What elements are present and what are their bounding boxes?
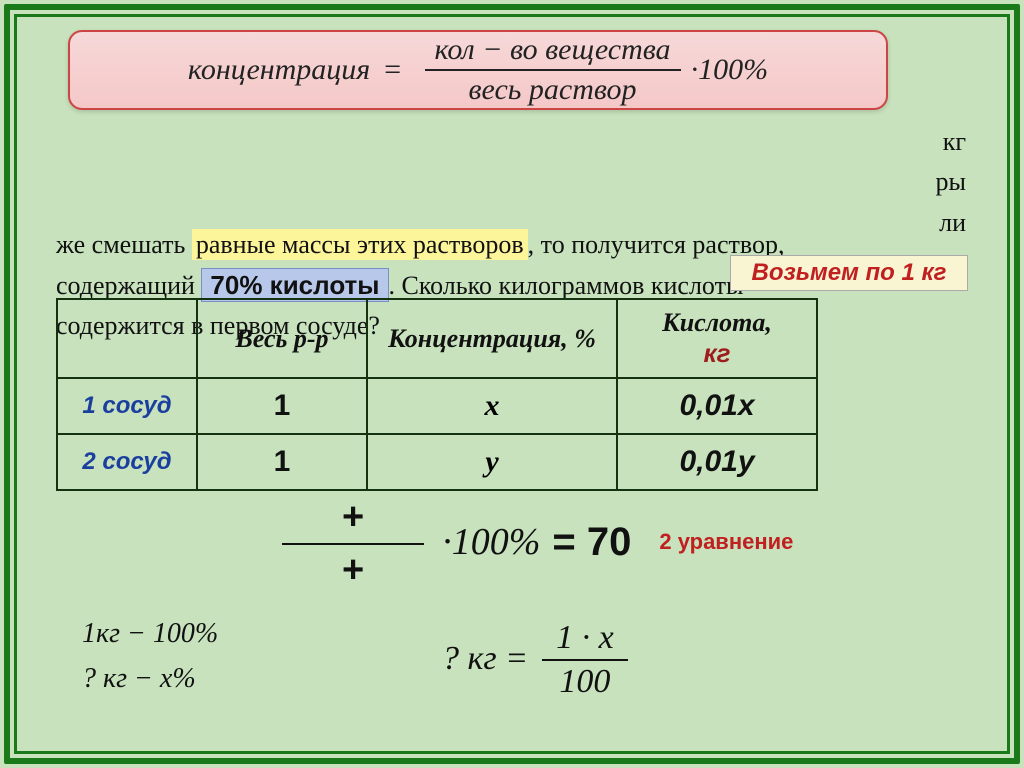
pt-l2: ры — [936, 167, 966, 196]
formula-eq: = — [382, 53, 402, 87]
pt-l4a: же смешать — [56, 230, 192, 259]
pt-l3: ли — [939, 208, 966, 237]
note-text: Возьмем по 1 кг — [752, 259, 947, 287]
hl-equal-mass: равные массы этих растворов — [192, 229, 528, 260]
table-row: 2 сосуд 1 y 0,01y — [57, 434, 817, 490]
formula-lhs: концентрация — [188, 53, 370, 87]
formula-rhs: 100% — [698, 53, 768, 87]
result-fraction-block: ? кг = 1 · x 100 — [442, 617, 628, 701]
pt-l5b: . Сколько килограммов кислоты — [389, 271, 744, 300]
r2-v2: y — [367, 434, 617, 490]
eq-fraction: + + — [282, 492, 424, 592]
note-take-1kg: Возьмем по 1 кг — [730, 255, 968, 291]
r1-v2: x — [367, 378, 617, 434]
equation-block: + + ·100% = 70 2 уравнение — [282, 492, 793, 592]
formula-denominator: весь раствор — [469, 71, 637, 107]
formula-dot: · — [691, 53, 699, 87]
eq-num: + — [282, 492, 424, 545]
th-acid-a: Кислота, — [662, 308, 772, 337]
r2-v1: 1 — [197, 434, 367, 490]
lr-frac: 1 · x 100 — [542, 617, 628, 701]
table-row: 1 сосуд 1 x 0,01x — [57, 378, 817, 434]
proportion-block: 1кг − 100% ? кг − x% — [82, 612, 218, 702]
r2-v3: 0,01y — [617, 434, 817, 490]
th-acid-b: кг — [703, 338, 730, 368]
r2-label: 2 сосуд — [57, 434, 197, 490]
prop-l2: ? кг − x% — [82, 657, 218, 702]
th-whole: Весь р-р — [197, 299, 367, 378]
concentration-formula: концентрация = кол − во вещества весь ра… — [68, 30, 888, 110]
lr-num: 1 · x — [542, 617, 628, 661]
eq-dot100: ·100% — [442, 520, 540, 564]
eq-den: + — [342, 545, 364, 592]
th-conc: Концентрация, % — [367, 299, 617, 378]
eq-eq: = 70 — [552, 520, 631, 565]
pt-l5a: содержащий — [56, 271, 201, 300]
prop-l1: 1кг − 100% — [82, 612, 218, 657]
lr-lhs: ? кг = — [442, 640, 528, 678]
lr-den: 100 — [559, 661, 610, 701]
solution-table: Весь р-р Концентрация, % Кислота, кг 1 с… — [56, 298, 818, 491]
formula-fraction: кол − во вещества весь раствор — [425, 33, 681, 107]
r1-v3: 0,01x — [617, 378, 817, 434]
eq-label: 2 уравнение — [659, 529, 793, 555]
formula-numerator: кол − во вещества — [425, 33, 681, 71]
th-blank — [57, 299, 197, 378]
slide-content: концентрация = кол − во вещества весь ра… — [22, 22, 1002, 746]
th-acid: Кислота, кг — [617, 299, 817, 378]
pt-l1: кг — [943, 127, 966, 156]
r1-v1: 1 — [197, 378, 367, 434]
r1-label: 1 сосуд — [57, 378, 197, 434]
